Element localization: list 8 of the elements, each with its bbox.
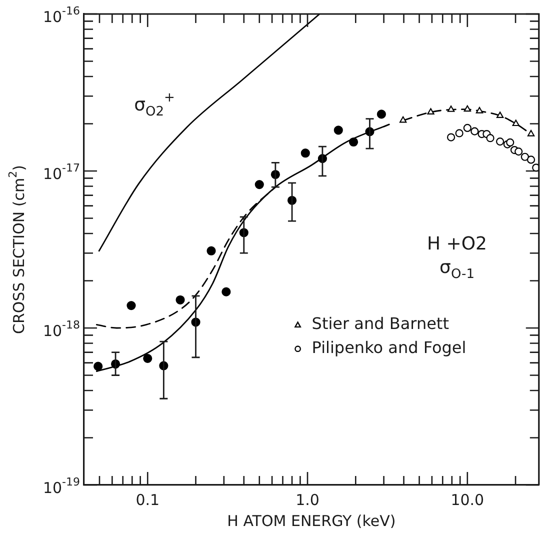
legend-label: Pilipenko and Fogel (312, 338, 466, 358)
x-tick-label: 1.0 (296, 490, 320, 509)
y-axis-title: CROSS SECTION (cm2) (6, 165, 28, 334)
x-tick-label: 0.1 (136, 490, 160, 509)
annotation: H +O2 (427, 233, 488, 254)
x-axis-title: H ATOM ENERGY (keV) (227, 512, 396, 530)
legend-label: Stier and Barnett (312, 314, 449, 334)
x-tick-label: 10.0 (450, 490, 484, 509)
